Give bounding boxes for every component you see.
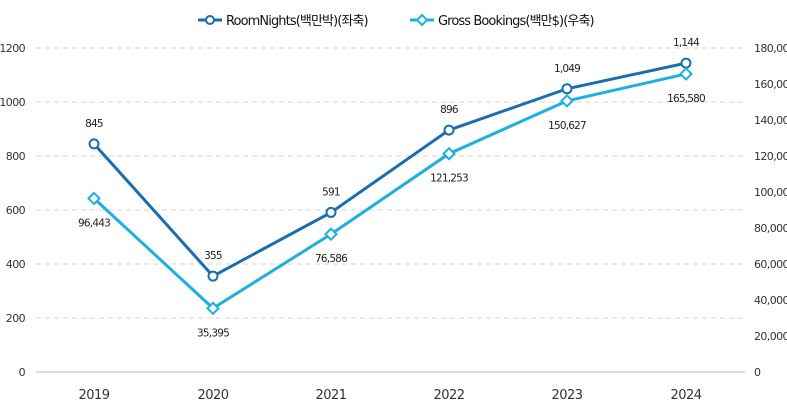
data-point (560, 93, 574, 108)
data-point (324, 227, 338, 242)
y-left-tick: 400 (6, 258, 26, 271)
data-label: 165,580 (667, 93, 705, 105)
data-point (207, 270, 219, 282)
legend-label: RoomNights(백만박)(좌축) (226, 14, 368, 29)
data-point (325, 206, 337, 218)
x-tick: 2022 (433, 388, 464, 403)
y-right-tick: 140,000 (754, 114, 787, 127)
y-right-tick: 100,000 (754, 186, 787, 199)
data-point (679, 67, 693, 81)
legend-circle-icon (205, 15, 215, 25)
y-left-tick: 1200 (0, 42, 26, 55)
y-right-tick: 120,000 (754, 150, 787, 163)
series-line (92, 61, 687, 279)
data-label: 150,627 (548, 120, 586, 132)
y-left-tick: 600 (6, 204, 26, 217)
x-tick: 2020 (197, 388, 228, 403)
y-right-tick: 40,000 (754, 294, 787, 307)
data-label: 96,443 (78, 217, 110, 229)
data-label: 355 (204, 250, 222, 262)
data-point (680, 57, 692, 69)
legend-label: Gross Bookings(백만$)(우축) (438, 14, 594, 29)
series-line (92, 72, 687, 311)
x-tick: 2024 (670, 388, 701, 403)
y-right-tick: 180,000 (754, 42, 787, 55)
data-point (206, 301, 220, 316)
data-point (87, 191, 101, 206)
y-right-tick: 0 (754, 366, 761, 379)
data-label: 121,253 (430, 173, 468, 185)
y-right-tick: 20,000 (754, 330, 787, 343)
data-label: 35,395 (197, 327, 229, 339)
y-left-tick: 200 (6, 312, 26, 325)
data-label: 1,049 (554, 63, 580, 75)
data-label: 896 (440, 104, 459, 116)
data-label: 845 (85, 118, 103, 130)
x-tick: 2023 (551, 388, 582, 403)
data-label: 591 (322, 186, 340, 198)
y-right-tick: 60,000 (754, 258, 787, 271)
y-left-tick: 800 (6, 150, 26, 163)
y-right-tick: 160,000 (754, 78, 787, 91)
data-point (443, 124, 455, 136)
data-point (442, 146, 456, 161)
x-tick: 2021 (315, 388, 346, 403)
y-right-tick: 80,000 (754, 222, 787, 235)
data-point (561, 83, 573, 95)
legend-diamond-icon (415, 13, 429, 27)
data-label: 1,144 (673, 37, 700, 49)
x-tick: 2019 (78, 388, 109, 403)
y-left-tick: 0 (19, 366, 26, 379)
data-point (88, 138, 100, 150)
y-left-tick: 1000 (0, 96, 26, 109)
data-label: 76,586 (315, 253, 348, 265)
